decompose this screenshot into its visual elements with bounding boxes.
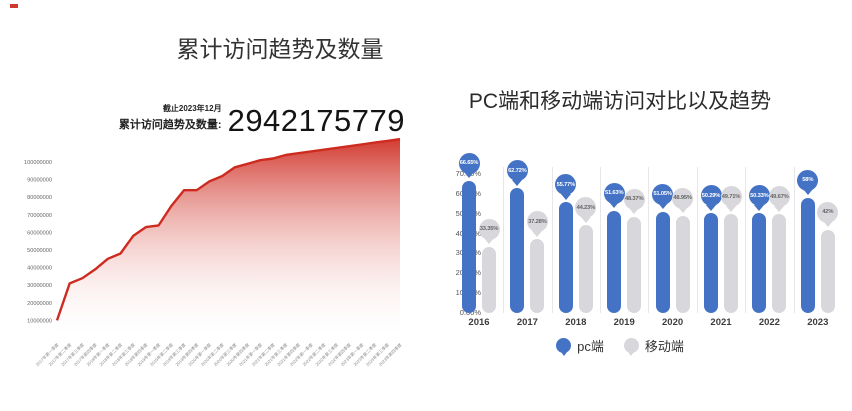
left-y-tick: 90000000 — [27, 178, 52, 184]
group-separator — [696, 167, 698, 313]
mobile-bar-2018 — [578, 225, 593, 313]
legend-label-pc: pc端 — [577, 339, 604, 354]
mobile-legend-marker-icon — [623, 338, 639, 353]
mobile-bar-2021 — [724, 214, 738, 313]
left-y-tick: 50000000 — [27, 248, 52, 254]
x-label-2023: 2023 — [807, 317, 829, 328]
pc-bar-2016 — [462, 180, 476, 313]
group-separator — [793, 167, 795, 313]
group-separator — [503, 167, 505, 313]
stat-labels: 截止2023年12月 累计访问趋势及数量: — [119, 103, 222, 134]
group-separator — [648, 167, 650, 313]
cumulative-total-stat: 截止2023年12月 累计访问趋势及数量: 2942175779 — [119, 102, 405, 138]
left-y-tick: 100000000 — [24, 160, 52, 166]
pc-value-bubble-2017: 62.72% — [506, 160, 528, 182]
stat-date-label: 截止2023年12月 — [162, 104, 222, 113]
pc-bar-2020 — [655, 211, 670, 313]
x-label-2020: 2020 — [662, 317, 684, 328]
cumulative-total-value: 2942175779 — [227, 102, 405, 138]
mobile-value-bubble-2019: 48.37% — [623, 188, 645, 210]
pc-bar-2022 — [752, 213, 767, 313]
mobile-bar-2019 — [627, 216, 642, 313]
left-chart-title: 累计访问趋势及数量 — [176, 36, 384, 62]
pc-value-bubble-2019: 51.63% — [603, 182, 625, 204]
red-mark — [10, 4, 18, 8]
pc-value-bubble-2021: 50.29% — [700, 185, 722, 207]
x-label-2021: 2021 — [710, 317, 732, 328]
x-label-2022: 2022 — [758, 317, 780, 328]
group-separator — [745, 167, 747, 313]
mobile-value-bubble-2022: 49.67% — [768, 186, 790, 208]
mobile-bar-2017 — [530, 239, 545, 313]
x-label-2018: 2018 — [565, 317, 587, 328]
legend-item-mobile: 移动端 — [623, 336, 684, 355]
mobile-value-bubble-2021: 49.71% — [720, 186, 742, 208]
left-y-tick: 10000000 — [27, 318, 52, 324]
right-chart-title: PC端和移动端访问对比以及趋势 — [468, 90, 772, 113]
pc-bar-2017 — [510, 188, 525, 313]
pc-value-bubble-2020: 51.05% — [652, 183, 674, 205]
x-label-2019: 2019 — [613, 317, 635, 328]
pc-bar-2023 — [800, 197, 815, 313]
left-y-tick: 80000000 — [27, 195, 52, 201]
pc-value-bubble-2023: 58% — [797, 169, 819, 191]
group-separator — [551, 167, 553, 313]
mobile-value-bubble-2023: 42% — [817, 201, 839, 223]
mobile-value-bubble-2020: 48.95% — [672, 187, 694, 209]
left-y-tick: 60000000 — [27, 230, 52, 236]
trend-line — [55, 137, 401, 321]
pc-bar-2021 — [704, 213, 718, 313]
left-y-tick: 20000000 — [27, 301, 52, 307]
mobile-bar-2020 — [675, 215, 690, 313]
legend-item-pc: pc端 — [556, 336, 604, 355]
chart-legend: pc端 移动端 — [430, 336, 810, 355]
stat-metric-label: 累计访问趋势及数量: — [118, 119, 222, 131]
area-fill — [57, 139, 400, 338]
pc-bar-2018 — [558, 202, 573, 313]
left-y-tick: 70000000 — [27, 213, 52, 219]
mobile-bar-2016 — [482, 246, 496, 313]
legend-label-mobile: 移动端 — [644, 339, 684, 354]
left-y-tick: 40000000 — [27, 266, 52, 272]
mobile-value-bubble-2017: 37.28% — [526, 211, 548, 232]
pc-value-bubble-2016: 66.65% — [458, 152, 480, 174]
mobile-value-bubble-2016: 33.35% — [478, 218, 500, 240]
x-label-2017: 2017 — [516, 317, 538, 328]
pc-value-bubble-2018: 55.77% — [555, 174, 577, 196]
x-label-2016: 2016 — [468, 317, 490, 328]
mobile-bar-2022 — [772, 214, 787, 313]
left-y-tick: 30000000 — [27, 283, 52, 289]
group-separator — [600, 167, 601, 313]
pc-legend-marker-icon — [556, 338, 572, 353]
pc-value-bubble-2022: 50.33% — [748, 185, 770, 206]
pc-bar-2019 — [607, 210, 622, 313]
mobile-bar-2023 — [820, 229, 835, 313]
mobile-value-bubble-2018: 44.23% — [575, 197, 597, 219]
